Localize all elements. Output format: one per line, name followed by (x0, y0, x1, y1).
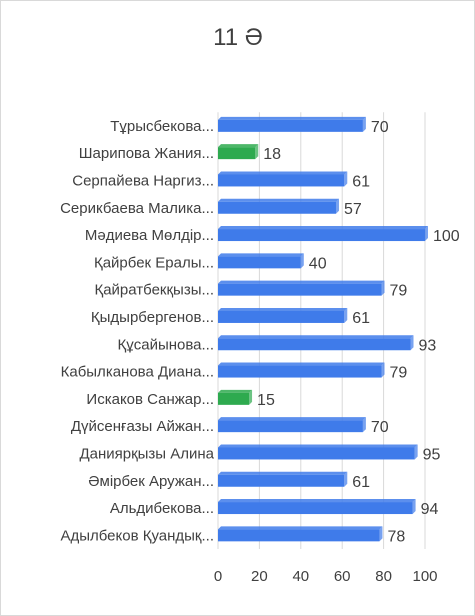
bar (218, 502, 413, 515)
category-label: Серпайева Наргиз... (72, 172, 214, 189)
bar-side (249, 389, 253, 405)
value-label: 79 (390, 365, 408, 382)
bar-top (218, 253, 304, 257)
bar-top (218, 444, 418, 448)
value-label: 93 (419, 337, 437, 354)
bar (218, 201, 336, 214)
bar-side (381, 280, 385, 296)
bar-top (218, 362, 385, 366)
bar (218, 529, 380, 542)
x-tick-label: 20 (251, 568, 268, 585)
value-label: 95 (423, 446, 441, 463)
bars (218, 116, 428, 542)
bar-side (362, 116, 366, 132)
bar (218, 256, 301, 269)
bar-top (218, 389, 253, 393)
bar (218, 474, 345, 487)
bar-top (218, 307, 348, 311)
bar (218, 365, 382, 378)
bar-top (218, 526, 383, 530)
value-label: 70 (371, 119, 389, 136)
bar-side (412, 499, 416, 515)
category-label: Тұрысбекова... (110, 118, 214, 135)
value-labels: 78 94 61 95 70 15 79 93 61 79 40 100 57 61 18 70 (257, 119, 460, 545)
category-label: Даниярқызы Алина (79, 445, 214, 462)
bar (218, 119, 363, 132)
bar-side (414, 444, 418, 460)
bar (218, 229, 425, 242)
bar-top (218, 116, 366, 120)
x-tick-label: 0 (214, 568, 222, 585)
value-label: 94 (421, 501, 439, 518)
bar-side (425, 226, 428, 242)
category-label: Серикбаева Малика... (60, 200, 214, 217)
bar-side (344, 471, 348, 487)
bar-top (218, 471, 348, 475)
bar (218, 392, 250, 405)
category-label: Қыдырбергенов... (91, 309, 214, 326)
value-label: 70 (371, 419, 389, 436)
bar (218, 310, 345, 323)
value-label: 61 (352, 474, 370, 491)
bar (218, 447, 415, 460)
x-axis-ticks: 0 20 40 60 80 100 (214, 568, 438, 585)
category-label: Мәдиева Мөлдір... (85, 227, 214, 244)
category-label: Қайрбек Ералы... (94, 254, 214, 271)
x-tick-label: 40 (292, 568, 309, 585)
bar-side (300, 253, 304, 269)
bar (218, 338, 411, 351)
category-label: Қайратбекқызы... (94, 282, 214, 299)
bar-side (410, 335, 414, 351)
category-label: Әмірбек Аружан... (88, 473, 214, 490)
value-label: 18 (263, 146, 281, 163)
bar-side (335, 198, 339, 214)
category-label: Кабылканова Диана... (61, 364, 214, 381)
bar (218, 283, 382, 296)
category-label: Шарипова Жания... (79, 145, 214, 162)
bar-top (218, 171, 348, 175)
value-label: 79 (390, 283, 408, 300)
bar-top (218, 499, 416, 503)
bar-top (218, 335, 414, 339)
chart-title: 11 Ә (213, 24, 263, 51)
bar-side (344, 307, 348, 323)
category-label: Искаков Санжар... (86, 391, 214, 408)
value-label: 40 (309, 255, 327, 272)
category-label: Дүйсенғазы Айжан... (71, 418, 214, 435)
bar-top (218, 198, 339, 202)
value-label: 61 (352, 310, 370, 327)
bar-side (255, 144, 259, 160)
bar (218, 420, 363, 433)
value-label: 57 (344, 201, 362, 218)
x-tick-label: 60 (334, 568, 351, 585)
x-tick-label: 80 (375, 568, 392, 585)
bar-top (218, 226, 428, 230)
value-label: 100 (433, 228, 460, 245)
value-label: 61 (352, 173, 370, 190)
value-label: 78 (387, 528, 405, 545)
bar-top (218, 417, 366, 421)
bar-side (381, 362, 385, 378)
bar (218, 147, 256, 160)
category-label: Альдибекова... (110, 500, 214, 517)
category-label: Құсайынова... (117, 336, 214, 353)
bar-side (362, 417, 366, 433)
bar (218, 174, 345, 187)
bar-top (218, 280, 385, 284)
x-tick-label: 100 (412, 568, 437, 585)
bar-side (379, 526, 383, 542)
bar-top (218, 144, 259, 148)
value-label: 15 (257, 392, 275, 409)
bar-side (344, 171, 348, 187)
category-label: Адылбеков Қуандық... (60, 527, 214, 544)
category-labels: Адылбеков Қуандық... Альдибекова... Әмірбе… (60, 118, 215, 544)
